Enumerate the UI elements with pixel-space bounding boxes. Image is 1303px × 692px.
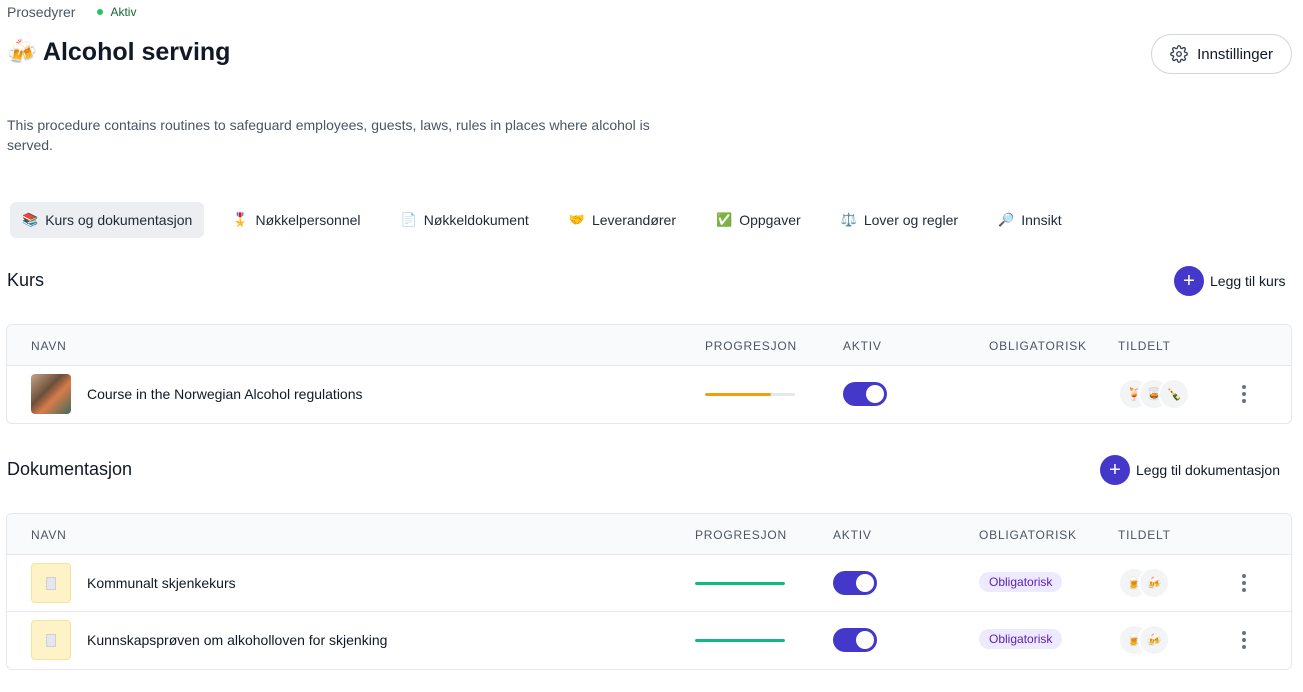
- column-mandatory: OBLIGATORISK: [989, 339, 1087, 353]
- tab-suppliers[interactable]: 🤝 Leverandører: [557, 202, 688, 238]
- table-header: NAVN PROGRESJON AKTIV OBLIGATORISK TILDE…: [7, 514, 1291, 555]
- document-icon: [31, 620, 71, 660]
- assigned-avatars[interactable]: 🍺 🍻: [1118, 567, 1170, 599]
- breadcrumb-procedures-link[interactable]: Prosedyrer: [7, 4, 76, 20]
- more-options-icon[interactable]: [1237, 629, 1251, 651]
- status-label: Aktiv: [110, 5, 137, 19]
- tab-label: Oppgaver: [739, 212, 801, 228]
- scales-icon: ⚖️: [840, 212, 857, 227]
- column-mandatory: OBLIGATORISK: [979, 528, 1077, 542]
- column-progress: PROGRESJON: [705, 339, 798, 353]
- books-icon: 📚: [22, 212, 39, 227]
- table-row[interactable]: Kommunalt skjenkekurs Obligatorisk 🍺 🍻: [7, 555, 1291, 612]
- beer-mugs-icon: 🍻: [7, 39, 37, 66]
- column-assigned: TILDELT: [1118, 528, 1171, 542]
- tab-bar: 📚 Kurs og dokumentasjon 🎖️ Nøkkelpersonn…: [10, 202, 1090, 238]
- document-icon: [31, 563, 71, 603]
- course-thumbnail: [31, 374, 71, 414]
- tab-label: Nøkkeldokument: [423, 212, 529, 228]
- page-title: 🍻 Alcohol serving: [7, 38, 230, 67]
- tab-label: Leverandører: [591, 212, 676, 228]
- handshake-icon: 🤝: [568, 212, 585, 227]
- tab-label: Nøkkelpersonnel: [255, 212, 361, 228]
- column-assigned: TILDELT: [1118, 339, 1171, 353]
- column-active: AKTIV: [843, 339, 882, 353]
- table-row[interactable]: Course in the Norwegian Alcohol regulati…: [7, 366, 1291, 423]
- courses-table: NAVN PROGRESJON AKTIV OBLIGATORISK TILDE…: [6, 324, 1292, 424]
- plus-icon: +: [1100, 455, 1130, 485]
- more-options-icon[interactable]: [1237, 383, 1251, 405]
- active-toggle[interactable]: [843, 382, 887, 406]
- settings-label: Innstillinger: [1197, 45, 1273, 63]
- column-name: NAVN: [31, 339, 67, 353]
- column-name: NAVN: [31, 528, 67, 542]
- progress-bar: [695, 582, 785, 585]
- avatar: 🍻: [1138, 624, 1170, 656]
- progress-fill: [695, 639, 785, 642]
- tab-insight[interactable]: 🔎 Innsikt: [986, 202, 1074, 238]
- tab-label: Kurs og dokumentasjon: [45, 212, 193, 228]
- gear-icon: [1170, 45, 1188, 63]
- procedure-description: This procedure contains routines to safe…: [7, 117, 650, 153]
- breadcrumb: Prosedyrer Aktiv: [7, 4, 136, 20]
- add-course-button[interactable]: + Legg til kurs: [1174, 266, 1285, 296]
- progress-bar: [705, 393, 795, 396]
- assigned-avatars[interactable]: 🍹 🥃 🍾: [1118, 378, 1190, 410]
- more-options-icon[interactable]: [1237, 572, 1251, 594]
- checkbox-icon: ✅: [716, 212, 733, 227]
- documentation-table: NAVN PROGRESJON AKTIV OBLIGATORISK TILDE…: [6, 513, 1292, 670]
- documentation-section-title: Dokumentasjon: [7, 459, 133, 479]
- tab-laws-rules[interactable]: ⚖️ Lover og regler: [829, 202, 970, 238]
- tab-label: Innsikt: [1021, 212, 1062, 228]
- assigned-avatars[interactable]: 🍺 🍻: [1118, 624, 1170, 656]
- progress-bar: [695, 639, 785, 642]
- medal-icon: 🎖️: [232, 212, 249, 227]
- tab-key-documents[interactable]: 📄 Nøkkeldokument: [389, 202, 541, 238]
- status-dot: [97, 9, 104, 15]
- mandatory-badge: Obligatorisk: [979, 572, 1063, 592]
- plus-icon: +: [1174, 266, 1204, 296]
- add-documentation-label: Legg til dokumentasjon: [1136, 462, 1280, 478]
- course-name[interactable]: Course in the Norwegian Alcohol regulati…: [87, 386, 363, 402]
- document-icon: 📄: [400, 212, 417, 227]
- toggle-knob: [866, 385, 884, 403]
- table-row[interactable]: Kunnskapsprøven om alkoholloven for skje…: [7, 612, 1291, 669]
- settings-button[interactable]: Innstillinger: [1151, 34, 1292, 74]
- column-progress: PROGRESJON: [695, 528, 788, 542]
- magnifier-icon: 🔎: [998, 212, 1015, 227]
- page-title-text: Alcohol serving: [42, 38, 231, 66]
- add-documentation-button[interactable]: + Legg til dokumentasjon: [1100, 455, 1280, 485]
- column-active: AKTIV: [833, 528, 872, 542]
- progress-fill: [705, 393, 771, 396]
- active-toggle[interactable]: [833, 628, 877, 652]
- status-badge: Aktiv: [97, 5, 136, 19]
- tab-label: Lover og regler: [863, 212, 959, 228]
- add-course-label: Legg til kurs: [1210, 273, 1286, 289]
- tab-tasks[interactable]: ✅ Oppgaver: [704, 202, 813, 238]
- document-name[interactable]: Kommunalt skjenkekurs: [87, 575, 236, 591]
- toggle-knob: [856, 631, 874, 649]
- mandatory-badge: Obligatorisk: [979, 629, 1063, 649]
- avatar: 🍻: [1138, 567, 1170, 599]
- active-toggle[interactable]: [833, 571, 877, 595]
- avatar: 🍾: [1158, 378, 1190, 410]
- progress-fill: [695, 582, 785, 585]
- document-name[interactable]: Kunnskapsprøven om alkoholloven for skje…: [87, 632, 388, 648]
- tab-courses-documentation[interactable]: 📚 Kurs og dokumentasjon: [10, 202, 205, 238]
- courses-section-title: Kurs: [7, 270, 45, 290]
- toggle-knob: [856, 574, 874, 592]
- table-header: NAVN PROGRESJON AKTIV OBLIGATORISK TILDE…: [7, 325, 1291, 366]
- tab-key-personnel[interactable]: 🎖️ Nøkkelpersonnel: [220, 202, 372, 238]
